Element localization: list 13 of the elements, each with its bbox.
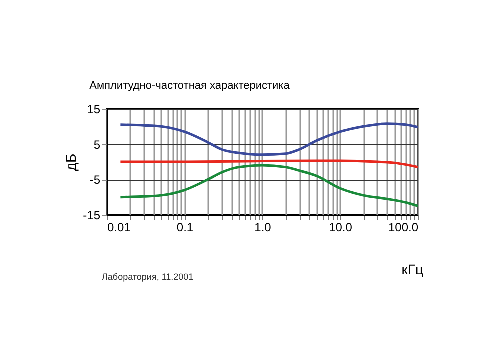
x-tick-label: 0.1: [176, 220, 194, 234]
x-tick-label: 100.0: [388, 220, 419, 234]
y-tick-label: 15: [87, 102, 101, 116]
x-tick-label: 10.0: [329, 220, 353, 234]
y-tick-label: -5: [90, 173, 101, 188]
y-tick-label: -15: [83, 208, 101, 222]
chart-title: Амплитудно-частотная характеристика: [90, 80, 291, 92]
y-axis-title: дБ: [63, 154, 80, 172]
x-tick-label: 1.0: [254, 220, 272, 234]
x-axis-title: кГц: [402, 262, 424, 278]
text: Лаборатория, 11.2001: [102, 272, 194, 282]
y-tick-label: 5: [94, 138, 101, 152]
x-tick-label: 0.01: [108, 220, 132, 234]
